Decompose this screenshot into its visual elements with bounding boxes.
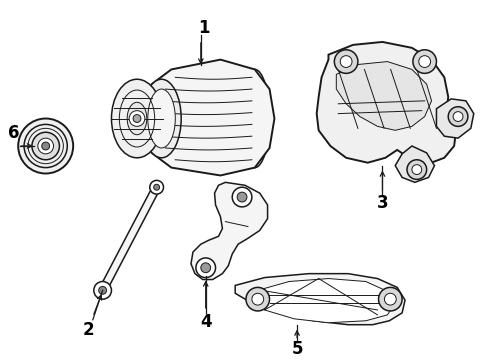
Circle shape <box>133 114 141 122</box>
Polygon shape <box>147 60 274 175</box>
Circle shape <box>94 282 111 299</box>
Polygon shape <box>395 146 435 182</box>
Circle shape <box>412 165 422 175</box>
Text: 5: 5 <box>291 340 303 358</box>
Circle shape <box>252 293 264 305</box>
Circle shape <box>453 112 463 121</box>
Circle shape <box>340 56 352 67</box>
Text: 4: 4 <box>200 313 212 331</box>
Ellipse shape <box>240 69 270 168</box>
Circle shape <box>32 132 59 160</box>
Circle shape <box>196 258 216 278</box>
Circle shape <box>237 192 247 202</box>
Ellipse shape <box>142 79 181 158</box>
Circle shape <box>150 180 164 194</box>
Circle shape <box>246 287 270 311</box>
Circle shape <box>413 50 437 73</box>
Circle shape <box>18 118 73 174</box>
Text: 6: 6 <box>7 124 19 142</box>
Circle shape <box>419 56 431 67</box>
Polygon shape <box>437 99 474 138</box>
Circle shape <box>334 50 358 73</box>
Polygon shape <box>317 42 456 164</box>
Circle shape <box>98 287 106 294</box>
Circle shape <box>38 138 53 154</box>
Circle shape <box>154 184 160 190</box>
Circle shape <box>407 160 427 179</box>
Circle shape <box>201 263 211 273</box>
Text: 2: 2 <box>83 321 95 339</box>
Polygon shape <box>252 279 395 323</box>
Ellipse shape <box>127 102 147 135</box>
Polygon shape <box>336 62 432 130</box>
Circle shape <box>379 287 402 311</box>
Ellipse shape <box>111 79 163 158</box>
Polygon shape <box>191 182 268 279</box>
Circle shape <box>448 107 468 126</box>
Circle shape <box>42 142 49 150</box>
Polygon shape <box>100 183 159 294</box>
Polygon shape <box>235 274 405 325</box>
Circle shape <box>232 187 252 207</box>
Ellipse shape <box>148 89 175 148</box>
Text: 1: 1 <box>198 19 210 37</box>
Text: 3: 3 <box>377 194 388 212</box>
Circle shape <box>129 111 145 126</box>
Circle shape <box>385 293 396 305</box>
